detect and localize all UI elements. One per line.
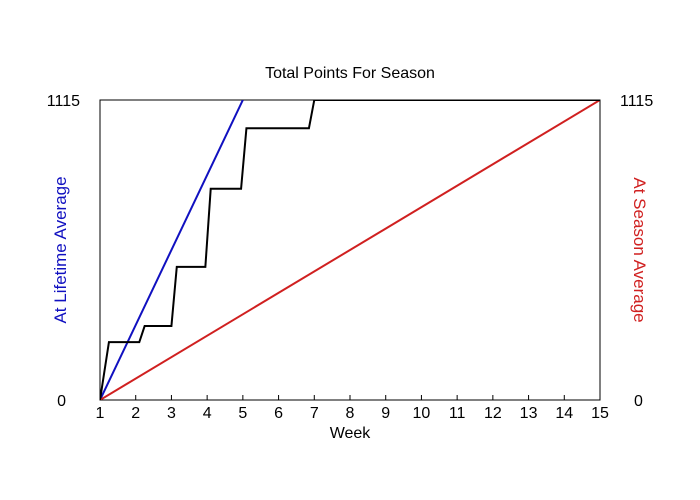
x-tick-label: 7 (310, 405, 319, 422)
x-tick-label: 5 (238, 405, 247, 422)
series-line-season-average (100, 100, 600, 400)
x-tick-label: 14 (555, 405, 573, 422)
series-layer (100, 100, 600, 400)
x-axis-label: Week (330, 425, 372, 442)
x-tick-label: 9 (381, 405, 390, 422)
x-tick-label: 15 (591, 405, 609, 422)
x-tick-label: 4 (203, 405, 212, 422)
x-tick-label: 12 (484, 405, 502, 422)
x-tick-label: 8 (346, 405, 355, 422)
x-tick-label: 13 (520, 405, 538, 422)
x-tick-label: 10 (413, 405, 431, 422)
y-axis-label-left: At Lifetime Average (51, 176, 70, 323)
y-left-tick-top: 1115 (47, 93, 80, 110)
series-line-lifetime-average (100, 100, 244, 400)
y-axis-label-right: At Season Average (630, 177, 649, 322)
chart-title: Total Points For Season (265, 65, 435, 82)
x-tick-label: 1 (96, 405, 105, 422)
x-tick-label: 11 (449, 405, 466, 422)
x-tick-label: 6 (274, 405, 283, 422)
y-right-tick-top: 1115 (620, 93, 653, 110)
y-left-tick-bottom: 0 (57, 393, 66, 410)
x-tick-label: 2 (131, 405, 140, 422)
y-right-tick-bottom: 0 (634, 393, 643, 410)
x-axis-ticks: 1 2 3 4 5 6 7 8 9 10 11 12 13 14 15 (96, 395, 609, 422)
series-line-actual-points (100, 100, 600, 400)
x-tick-label: 3 (167, 405, 176, 422)
